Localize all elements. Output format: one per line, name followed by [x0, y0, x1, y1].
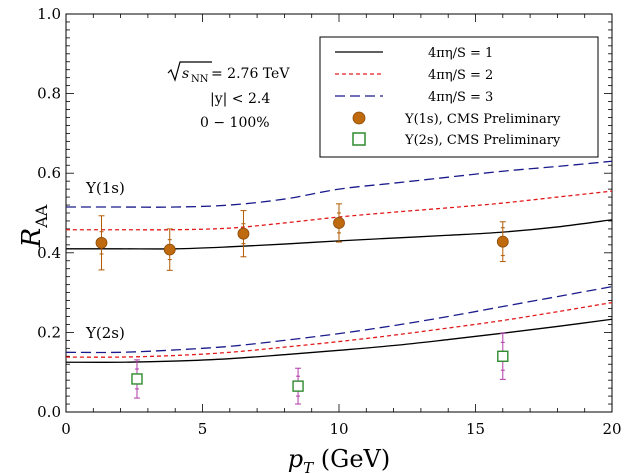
point-1s-marker — [95, 236, 108, 249]
x-axis: 0 5 10 15 20 — [61, 14, 622, 438]
point-1s-marker — [333, 217, 345, 229]
legend-label-eta1: 4πη/S = 1 — [428, 46, 493, 61]
legend-box — [319, 36, 599, 158]
point-2s-marker — [292, 380, 304, 392]
label-upsilon-1s: Υ(1s) — [85, 179, 125, 197]
x-axis-title-main: p — [288, 445, 303, 473]
curve-eta3-2s — [66, 285, 612, 354]
model-curves — [66, 160, 612, 363]
point-1s-marker — [237, 227, 250, 240]
y-tick-label: 0.6 — [37, 164, 61, 182]
x-axis-title-unit: (GeV) — [313, 445, 390, 473]
point-1s-marker — [496, 235, 509, 248]
x-axis-title: pT (GeV) — [288, 445, 390, 474]
data-points — [95, 203, 509, 405]
point-2s-marker — [497, 350, 509, 362]
legend-marker-1s — [352, 111, 366, 125]
legend-label-eta3: 4πη/S = 3 — [428, 90, 493, 105]
sqrt-sign-icon — [167, 61, 212, 82]
legend-marker-2s — [352, 132, 366, 146]
y-tick-label: 0.4 — [37, 244, 61, 262]
annotation-block: s NN = 2.76 TeV |y| < 2.4 0 − 100% — [167, 61, 290, 131]
y-axis-title-sub: AA — [32, 204, 51, 229]
curve-eta2-2s — [66, 301, 612, 358]
x-tick-label: 15 — [466, 420, 485, 438]
legend-label-2s: Υ(2s), CMS Preliminary — [404, 133, 561, 148]
x-tick-label: 0 — [61, 420, 71, 438]
energy-sqrt-subscript: NN — [191, 74, 209, 85]
y-tick-label: 0.2 — [37, 323, 61, 341]
y-axis-title: RAA — [17, 204, 51, 248]
svg-text:pT (GeV): pT (GeV) — [288, 445, 390, 474]
svg-text:RAA: RAA — [17, 204, 51, 248]
y-tick-label: 1.0 — [37, 5, 61, 23]
centrality-range: 0 − 100% — [200, 115, 270, 131]
point-2s-marker — [131, 373, 143, 385]
y-tick-label: 0.8 — [37, 85, 61, 103]
x-tick-label: 20 — [602, 420, 621, 438]
point-1s-marker — [163, 243, 176, 256]
curve-eta3-1s — [66, 160, 612, 208]
energy-value: = 2.76 TeV — [211, 66, 290, 82]
label-upsilon-2s: Υ(2s) — [85, 324, 125, 342]
y-tick-label: 0.0 — [37, 403, 61, 421]
energy-sqrt-symbol: s — [182, 66, 189, 82]
legend: 4πη/S = 1 4πη/S = 2 4πη/S = 3 Υ(1s), CMS… — [319, 36, 599, 158]
curve-eta1-2s — [66, 318, 612, 363]
rapidity-cut: |y| < 2.4 — [210, 91, 270, 107]
y-axis: 0.0 0.2 0.4 0.6 0.8 1.0 — [37, 5, 612, 421]
x-tick-label: 10 — [329, 420, 348, 438]
y-axis-title-main: R — [17, 228, 47, 249]
legend-label-1s: Υ(1s), CMS Preliminary — [404, 112, 561, 127]
x-tick-label: 5 — [198, 420, 208, 438]
x-axis-title-sub: T — [303, 459, 314, 474]
legend-label-eta2: 4πη/S = 2 — [428, 68, 493, 83]
